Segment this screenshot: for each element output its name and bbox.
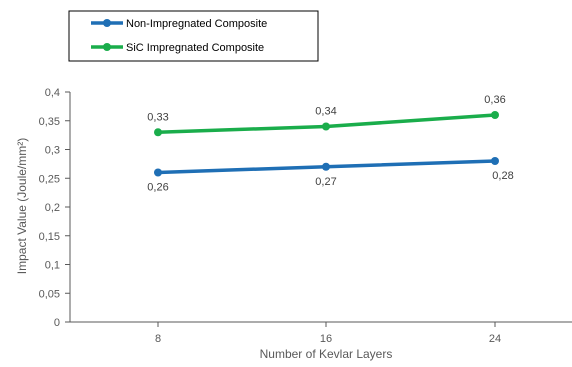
axes: 0 0,05 0,1 0,15 0,2 0,25 0,3 0,35 0,4 8 16 24 [39,87,572,345]
data-label: 0,34 [315,106,336,118]
y-tick-label: 0,05 [39,288,60,300]
legend-marker [103,19,111,27]
data-label: 0,36 [484,94,505,106]
x-tick-label: 24 [489,333,501,345]
legend-entry: Non-Impregnated Composite [91,18,267,30]
y-tick-label: 0,4 [45,87,60,99]
data-label: 0,26 [147,182,168,194]
y-tick-label: 0,3 [45,145,60,157]
y-axis-title: Impact Value (Joule/mm²) [15,138,29,274]
y-tick-label: 0,25 [39,173,60,185]
data-point [322,122,330,131]
legend-label: SiC Impregnated Composite [126,42,264,54]
y-tick-label: 0,1 [45,260,60,272]
legend-label: Non-Impregnated Composite [126,18,267,30]
y-tick-label: 0 [54,317,60,329]
legend-entry: SiC Impregnated Composite [91,42,264,54]
legend-box [68,10,319,62]
data-point [322,162,330,171]
series-1: 0,26 0,27 0,28 [147,157,514,194]
data-point [491,157,499,165]
data-point [154,168,162,177]
data-point [154,128,162,137]
y-tick-label: 0,35 [39,116,60,128]
x-tick-label: 8 [155,333,161,345]
data-label: 0,27 [315,176,336,188]
data-label: 0,28 [492,170,513,182]
data-label: 0,33 [147,111,168,123]
x-axis-title: Number of Kevlar Layers [260,347,393,361]
legend: Non-Impregnated Composite SiC Impregnated… [68,10,319,62]
y-tick-label: 0,15 [39,231,60,243]
data-point [491,111,499,119]
legend-marker [103,43,111,51]
series-2: 0,33 0,34 0,36 [147,94,506,137]
y-tick-label: 0,2 [45,202,60,214]
x-tick-label: 16 [320,333,332,345]
